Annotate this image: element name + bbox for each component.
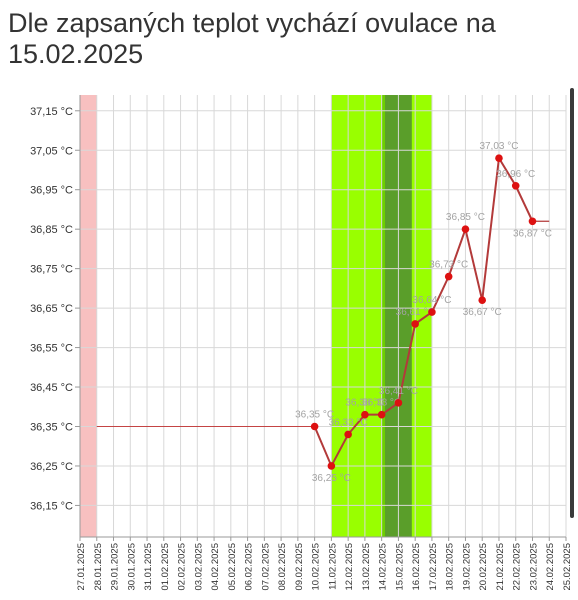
page-title: Dle zapsaných teplot vychází ovulace na … [8,8,496,69]
y-tick-label: 36,75 °C [30,264,73,276]
temperature-point [478,296,487,305]
x-tick-label: 09.02.2025 [294,543,305,591]
y-tick-label: 37,05 °C [30,145,73,157]
x-tick-label: 27.01.2025 [76,543,87,591]
x-tick-label: 31.01.2025 [143,543,154,591]
data-label: 37,03 °C [479,141,518,152]
temperature-line [313,155,534,469]
x-tick-label: 20.02.2025 [478,543,489,591]
x-tick-label: 07.02.2025 [260,543,271,591]
y-tick-label: 36,15 °C [30,500,73,512]
x-tick-label: 05.02.2025 [227,543,238,591]
x-tick-label: 03.02.2025 [193,543,204,591]
temperature-point [528,217,537,226]
y-tick-label: 36,55 °C [30,343,73,355]
x-tick-label: 15.02.2025 [394,543,405,591]
temperature-point [361,410,369,419]
x-tick-label: 12.02.2025 [344,543,355,591]
y-tick-label: 36,85 °C [30,224,73,236]
x-tick-label: 17.02.2025 [428,543,439,591]
y-tick-label: 36,35 °C [30,422,73,434]
scrollbar[interactable] [570,88,574,518]
x-tick-label: 22.02.2025 [512,543,523,591]
x-tick-label: 10.02.2025 [311,543,322,591]
data-label: 36,67 °C [463,307,502,318]
temperature-point [327,462,336,470]
data-label: 36,25 °C [312,473,351,484]
x-tick-label: 19.02.2025 [461,543,472,591]
x-tick-label: 18.02.2025 [445,543,456,591]
x-tick-label: 06.02.2025 [244,543,255,591]
x-tick-label: 13.02.2025 [361,543,372,591]
x-tick-label: 28.01.2025 [93,543,104,591]
x-tick-label: 30.01.2025 [126,543,137,591]
temperature-point [310,422,319,431]
data-label: 36,38 °C [345,398,384,409]
data-label: 36,73 °C [429,260,468,271]
x-tick-label: 02.02.2025 [177,543,188,591]
data-label: 36,33 °C [329,417,368,428]
y-tick-label: 36,25 °C [30,461,73,473]
data-label: 36,96 °C [496,169,535,180]
data-label: 36,41 °C [379,386,418,397]
data-label: 36,61 °C [396,307,435,318]
data-label: 36,38 °C [362,398,401,409]
temperature-point [444,272,453,281]
x-tick-label: 21.02.2025 [495,543,506,591]
data-label: 36,64 °C [412,295,451,306]
temperature-point [511,181,520,190]
temperature-point [377,410,386,419]
band-period [80,95,97,537]
x-tick-label: 24.02.2025 [545,543,556,591]
temperature-point [411,320,419,328]
x-tick-label: 16.02.2025 [411,543,422,591]
x-tick-label: 29.01.2025 [110,543,121,591]
x-tick-label: 01.02.2025 [160,543,171,591]
temperature-point [428,308,436,316]
x-tick-label: 11.02.2025 [327,543,338,590]
temperature-point [344,430,352,439]
y-tick-label: 36,65 °C [30,303,73,315]
x-tick-label: 14.02.2025 [378,543,389,591]
data-label: 36,35 °C [295,410,334,421]
x-tick-label: 25.02.2025 [562,543,573,591]
x-tick-label: 23.02.2025 [528,543,539,591]
data-label: 36,85 °C [446,212,485,223]
temperature-point [461,225,470,233]
x-tick-label: 08.02.2025 [277,543,288,591]
y-tick-label: 36,95 °C [30,185,73,197]
x-tick-label: 04.02.2025 [210,543,221,591]
y-tick-label: 37,15 °C [30,106,73,118]
temperature-point [495,154,503,162]
data-label: 36,87 °C [513,228,552,239]
temperature-point [394,399,403,407]
y-tick-label: 36,45 °C [30,382,73,394]
